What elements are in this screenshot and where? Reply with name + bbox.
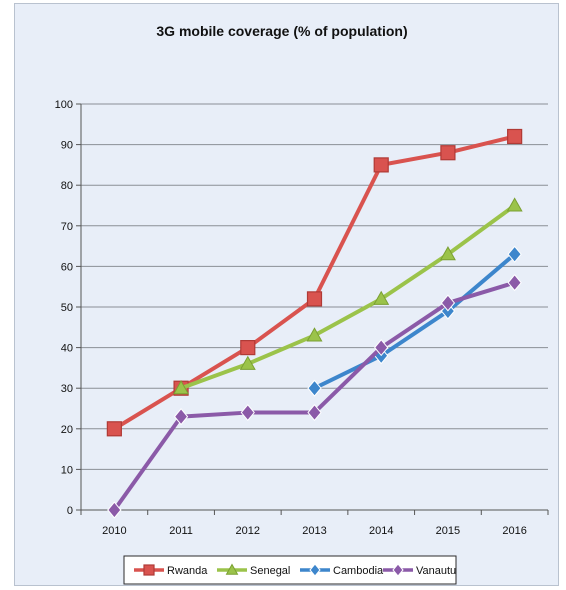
y-tick-label: 40 xyxy=(61,343,73,355)
legend-label: Senegal xyxy=(250,565,290,577)
legend-item-vanautu: Vanautu xyxy=(383,563,456,577)
data-point xyxy=(307,379,322,397)
legend-swatch-marker xyxy=(143,564,155,576)
y-tick-label: 10 xyxy=(61,464,73,476)
legend-label: Cambodia xyxy=(333,565,384,577)
legend-item-senegal: Senegal xyxy=(217,563,290,577)
data-point xyxy=(307,403,322,422)
legend: Rwanda Senegal Cambodia Vanautu xyxy=(123,555,457,585)
data-point xyxy=(306,327,323,342)
legend-item-cambodia: Cambodia xyxy=(300,563,384,577)
y-tick-label: 0 xyxy=(67,505,73,517)
data-point xyxy=(306,291,323,307)
x-tick-label: 2016 xyxy=(502,525,526,537)
y-tick-label: 90 xyxy=(61,140,73,152)
chart-title: 3G mobile coverage (% of population) xyxy=(156,23,407,39)
series-group xyxy=(106,128,523,519)
legend-swatch-marker xyxy=(309,563,321,577)
legend-swatch-marker xyxy=(225,563,239,575)
series-line xyxy=(179,203,517,391)
x-tick-label: 2015 xyxy=(436,525,460,537)
data-point xyxy=(507,245,522,263)
x-tick-label: 2013 xyxy=(302,525,326,537)
data-point xyxy=(173,380,190,395)
x-tick-label: 2014 xyxy=(369,525,393,537)
y-tick-label: 50 xyxy=(61,302,73,314)
data-point xyxy=(107,501,122,519)
data-point xyxy=(440,145,456,161)
data-point xyxy=(507,128,523,145)
y-axis-ticks: 0 10 20 30 40 50 60 70 80 90 100 xyxy=(55,99,81,517)
data-point xyxy=(373,157,389,173)
data-point xyxy=(106,421,122,437)
legend-item-rwanda: Rwanda xyxy=(134,564,208,577)
y-tick-label: 70 xyxy=(61,221,73,233)
series-vanautu xyxy=(107,274,522,519)
x-tick-label: 2010 xyxy=(102,525,126,537)
data-point xyxy=(374,339,389,357)
y-tick-label: 60 xyxy=(61,261,73,273)
data-point xyxy=(507,274,522,292)
x-axis-ticks: 2010 2011 2012 2013 2014 2015 2016 xyxy=(80,510,549,537)
data-point xyxy=(373,290,390,305)
gridlines xyxy=(81,103,548,511)
x-tick-label: 2012 xyxy=(236,525,260,537)
data-point xyxy=(440,294,456,312)
data-point xyxy=(506,197,523,212)
y-tick-label: 20 xyxy=(61,424,73,436)
data-point xyxy=(439,246,456,261)
data-point xyxy=(240,403,255,422)
legend-label: Rwanda xyxy=(167,565,208,577)
data-point xyxy=(240,340,256,356)
data-point xyxy=(239,355,256,370)
series-senegal xyxy=(173,197,523,395)
y-tick-label: 30 xyxy=(61,383,73,395)
legend-label: Vanautu xyxy=(416,565,456,577)
y-tick-label: 100 xyxy=(55,99,73,111)
y-tick-label: 80 xyxy=(61,180,73,192)
x-tick-label: 2011 xyxy=(169,525,193,537)
series-line xyxy=(312,252,517,391)
data-point xyxy=(173,408,189,426)
legend-swatch-marker xyxy=(392,563,404,577)
